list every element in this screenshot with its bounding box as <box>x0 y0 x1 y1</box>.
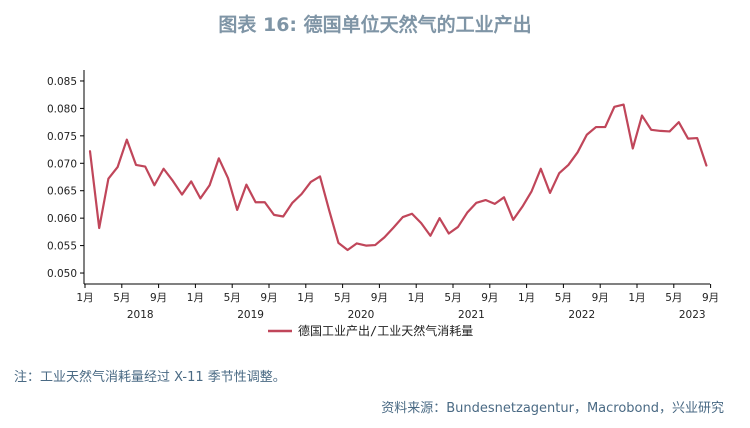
x-tick-label: 5月 <box>224 292 241 304</box>
y-tick-label: 0.080 <box>47 103 77 115</box>
legend: 德国工业产出/工业天然气消耗量 <box>268 323 473 338</box>
chart-title: 图表 16: 德国单位天然气的工业产出 <box>218 14 532 36</box>
x-tick-label: 1月 <box>187 292 204 304</box>
x-tick-label: 9月 <box>150 292 167 304</box>
x-tick-label: 9月 <box>481 292 498 304</box>
x-tick-label: 1月 <box>518 292 535 304</box>
year-label: 2019 <box>237 309 264 321</box>
x-tick-label: 5月 <box>444 292 461 304</box>
x-tick-label: 5月 <box>113 292 130 304</box>
y-axis: 0.050 0.055 0.060 0.065 0.070 0.075 0.080 0.085 <box>47 70 85 284</box>
year-label: 2021 <box>458 309 485 321</box>
y-tick-label: 0.060 <box>47 213 77 225</box>
y-tick-label: 0.050 <box>47 268 77 280</box>
chart: 0.050 0.055 0.060 0.065 0.070 0.075 0.080 0.085… <box>47 70 719 338</box>
y-tick-label: 0.065 <box>47 186 77 198</box>
year-label: 2022 <box>568 309 595 321</box>
x-tick-label: 5月 <box>555 292 572 304</box>
year-label: 2023 <box>679 309 706 321</box>
x-tick-label: 9月 <box>260 292 277 304</box>
source-note: 资料来源：Bundesnetzagentur，Macrobond，兴业研究 <box>381 401 724 416</box>
x-tick-label: 5月 <box>665 292 682 304</box>
x-tick-label: 9月 <box>702 292 719 304</box>
y-tick-label: 0.055 <box>47 241 77 253</box>
y-tick-label: 0.085 <box>47 76 77 88</box>
y-tick-label: 0.075 <box>47 131 77 143</box>
series-line <box>88 103 708 252</box>
series-layer <box>88 103 708 252</box>
year-label: 2018 <box>127 309 154 321</box>
x-tick-label: 1月 <box>628 292 645 304</box>
x-tick-label: 9月 <box>371 292 388 304</box>
x-tick-label: 1月 <box>297 292 314 304</box>
footnote: 注：工业天然气消耗量经过 X-11 季节性调整。 <box>14 370 286 385</box>
x-tick-label: 1月 <box>76 292 93 304</box>
y-tick-label: 0.070 <box>47 158 77 170</box>
x-tick-label: 1月 <box>408 292 425 304</box>
year-label: 2020 <box>348 309 375 321</box>
x-tick-label: 5月 <box>334 292 351 304</box>
x-tick-label: 9月 <box>592 292 609 304</box>
legend-label: 德国工业产出/工业天然气消耗量 <box>298 323 473 338</box>
x-axis: 1月 5月 9月 1月 5月 9月 1月 5月 9月 1月 5月 9月 1月 5月 9月 1月 5月 9月 2018… <box>76 283 719 321</box>
